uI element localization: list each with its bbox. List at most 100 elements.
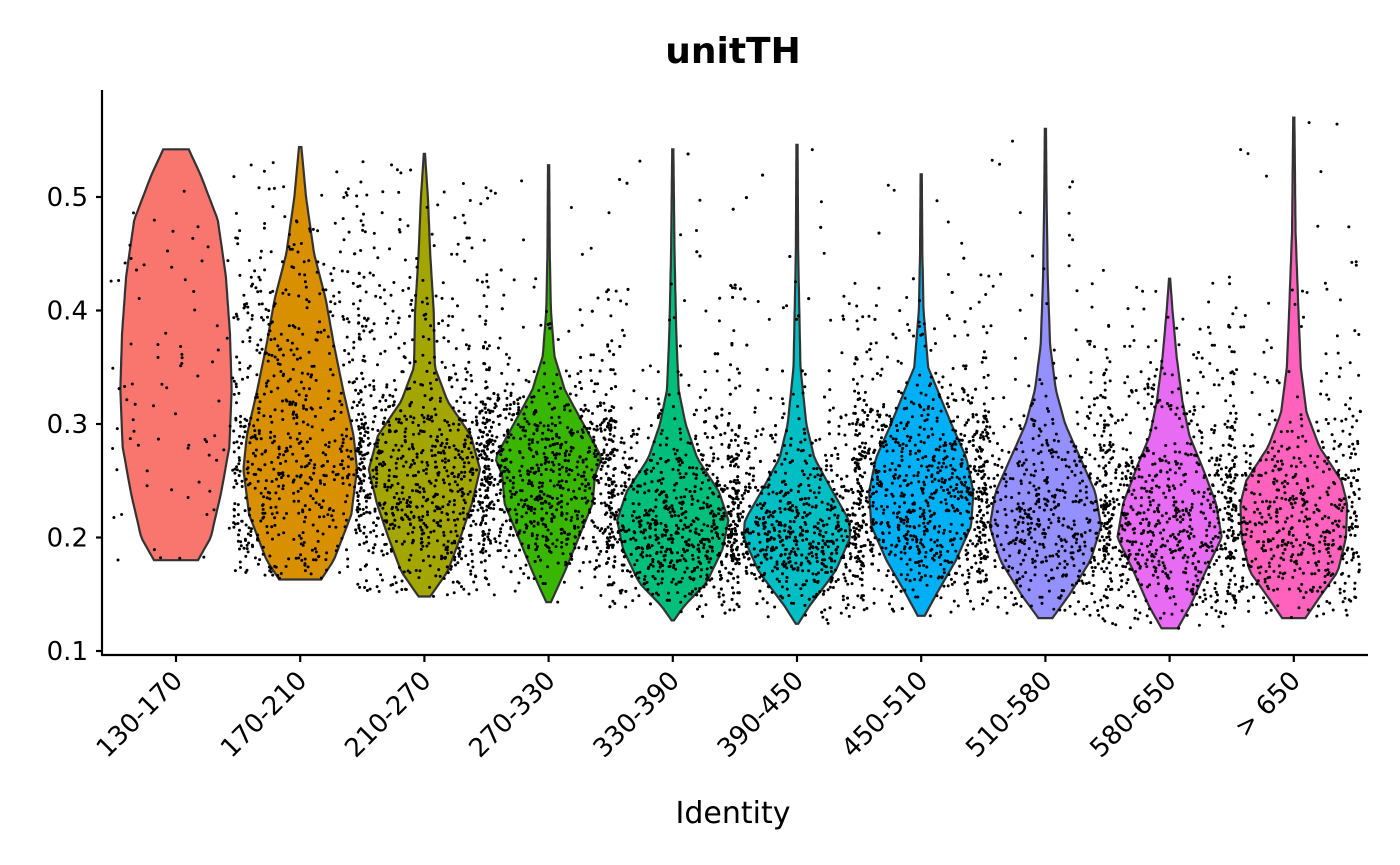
data-point [772, 537, 776, 541]
data-point [643, 574, 647, 578]
data-point [389, 455, 393, 459]
data-point [434, 574, 438, 578]
data-point [564, 449, 568, 453]
data-point [722, 511, 726, 515]
data-point [664, 550, 668, 554]
data-point [397, 190, 401, 194]
data-point [438, 574, 442, 578]
data-point [820, 562, 824, 565]
data-point [379, 462, 383, 466]
data-point [715, 415, 719, 419]
data-point [441, 281, 445, 285]
data-point [422, 521, 426, 525]
data-point [519, 437, 522, 441]
data-point [338, 399, 342, 403]
data-point [502, 494, 506, 498]
data-point [566, 426, 570, 430]
data-point [421, 544, 425, 548]
data-point [565, 562, 569, 566]
data-point [243, 537, 247, 541]
data-point [467, 347, 471, 351]
data-point [801, 448, 805, 452]
data-point [482, 430, 485, 434]
data-point [442, 543, 446, 547]
data-point [376, 516, 380, 520]
data-point [390, 163, 393, 167]
data-point [777, 523, 781, 527]
data-point [578, 533, 581, 537]
data-point [729, 509, 733, 513]
data-point [231, 468, 235, 472]
data-point [452, 503, 456, 507]
data-point [466, 563, 470, 566]
data-point [560, 545, 564, 549]
data-point [462, 526, 465, 530]
data-point [321, 288, 325, 292]
data-point [559, 443, 563, 447]
data-point [295, 437, 299, 441]
data-point [272, 467, 276, 471]
data-point [705, 502, 709, 506]
data-point [322, 262, 326, 266]
data-point [831, 479, 835, 483]
data-point [237, 391, 241, 395]
data-point [437, 322, 441, 325]
data-point [390, 522, 394, 526]
data-point [402, 464, 405, 468]
data-point [394, 539, 398, 543]
data-point [304, 454, 308, 458]
data-point [128, 437, 132, 441]
data-point [717, 595, 721, 599]
data-point [698, 586, 702, 590]
data-point [899, 557, 903, 561]
data-point [273, 408, 277, 412]
data-point [492, 483, 496, 487]
data-point [399, 456, 403, 460]
data-point [829, 570, 833, 573]
data-point [661, 477, 665, 481]
data-point [609, 452, 613, 456]
data-point [306, 423, 310, 427]
data-point [856, 594, 860, 598]
data-point [511, 481, 515, 485]
data-point [819, 474, 823, 478]
data-point [971, 435, 975, 439]
data-point [427, 554, 431, 558]
data-point [649, 458, 653, 462]
data-point [262, 414, 266, 418]
data-point [614, 385, 618, 389]
data-point [232, 379, 236, 383]
data-point [359, 445, 363, 449]
data-point [481, 530, 485, 534]
data-point [470, 420, 474, 424]
data-point [485, 420, 489, 424]
data-point [250, 462, 254, 466]
data-point [538, 494, 542, 498]
data-point [212, 508, 216, 512]
data-point [253, 556, 257, 560]
data-point [496, 393, 500, 397]
data-point [668, 564, 672, 568]
data-point [392, 474, 396, 478]
data-point [422, 430, 426, 434]
data-point [359, 398, 363, 402]
data-point [422, 420, 426, 424]
data-point [470, 552, 474, 556]
data-point [822, 523, 826, 527]
data-point [604, 393, 608, 397]
data-point [255, 395, 259, 399]
data-point [730, 597, 734, 601]
data-point [700, 467, 704, 471]
data-point [803, 372, 807, 376]
data-point [614, 484, 618, 488]
data-point [718, 570, 721, 574]
data-point [860, 578, 864, 581]
data-point [352, 340, 356, 344]
data-point [115, 427, 119, 431]
data-point [601, 457, 605, 461]
data-point [513, 492, 517, 496]
data-point [291, 452, 295, 456]
data-point [363, 230, 367, 234]
data-point [393, 524, 397, 528]
data-point [568, 468, 572, 472]
